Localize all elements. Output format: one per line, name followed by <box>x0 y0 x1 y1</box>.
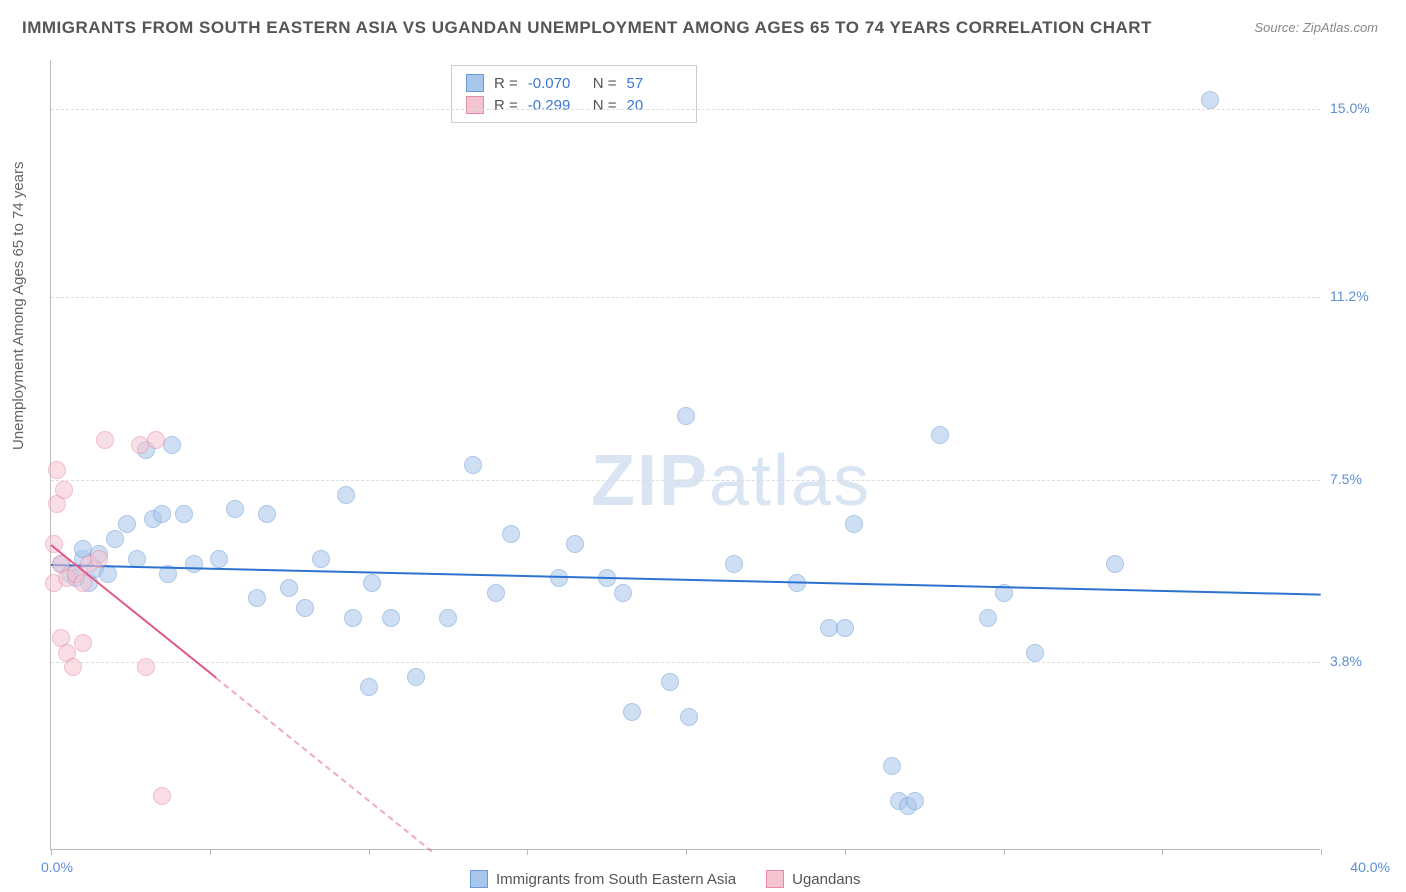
data-point <box>502 525 520 543</box>
data-point <box>153 505 171 523</box>
series-swatch-icon <box>466 74 484 92</box>
data-point <box>45 535 63 553</box>
x-tick-mark <box>1162 849 1163 855</box>
data-point <box>185 555 203 573</box>
data-point <box>90 550 108 568</box>
data-point <box>407 668 425 686</box>
legend-label: Immigrants from South Eastern Asia <box>496 871 736 888</box>
x-tick-mark <box>51 849 52 855</box>
plot-area: R = -0.070 N = 57 R = -0.299 N = 20 ZIPa… <box>50 60 1320 850</box>
x-tick-mark <box>369 849 370 855</box>
y-tick-label: 3.8% <box>1330 653 1390 669</box>
data-point <box>464 456 482 474</box>
chart-title: IMMIGRANTS FROM SOUTH EASTERN ASIA VS UG… <box>22 18 1152 38</box>
data-point <box>1201 91 1219 109</box>
x-axis-min-label: 0.0% <box>41 859 73 875</box>
y-tick-label: 7.5% <box>1330 471 1390 487</box>
data-point <box>979 609 997 627</box>
data-point <box>906 792 924 810</box>
data-point <box>360 678 378 696</box>
data-point <box>1106 555 1124 573</box>
x-tick-mark <box>527 849 528 855</box>
x-tick-mark <box>1004 849 1005 855</box>
data-point <box>106 530 124 548</box>
x-tick-mark <box>845 849 846 855</box>
data-point <box>845 515 863 533</box>
n-label: N = <box>593 97 617 114</box>
data-point <box>258 505 276 523</box>
data-point <box>280 579 298 597</box>
data-point <box>883 757 901 775</box>
data-point <box>363 574 381 592</box>
data-point <box>931 426 949 444</box>
data-point <box>680 708 698 726</box>
data-point <box>163 436 181 454</box>
watermark: ZIPatlas <box>591 440 871 522</box>
data-point <box>614 584 632 602</box>
data-point <box>312 550 330 568</box>
data-point <box>175 505 193 523</box>
gridline <box>51 662 1320 663</box>
y-tick-label: 15.0% <box>1330 100 1390 116</box>
y-tick-label: 11.2% <box>1330 288 1390 304</box>
data-point <box>74 634 92 652</box>
n-label: N = <box>593 75 617 92</box>
stats-legend-box: R = -0.070 N = 57 R = -0.299 N = 20 <box>451 65 697 123</box>
x-axis-max-label: 40.0% <box>1350 859 1390 875</box>
data-point <box>566 535 584 553</box>
data-point <box>661 673 679 691</box>
x-tick-mark <box>210 849 211 855</box>
n-value: 20 <box>627 97 682 114</box>
r-label: R = <box>494 97 518 114</box>
gridline <box>51 109 1320 110</box>
data-point <box>487 584 505 602</box>
data-point <box>96 431 114 449</box>
data-point <box>248 589 266 607</box>
x-tick-mark <box>1321 849 1322 855</box>
n-value: 57 <box>627 75 682 92</box>
series-swatch-icon <box>470 870 488 888</box>
data-point <box>1026 644 1044 662</box>
r-label: R = <box>494 75 518 92</box>
data-point <box>550 569 568 587</box>
r-value: -0.070 <box>528 75 583 92</box>
data-point <box>226 500 244 518</box>
legend-label: Ugandans <box>792 871 860 888</box>
data-point <box>836 619 854 637</box>
r-value: -0.299 <box>528 97 583 114</box>
data-point <box>677 407 695 425</box>
data-point <box>382 609 400 627</box>
y-axis-label: Unemployment Among Ages 65 to 74 years <box>10 161 27 450</box>
data-point <box>623 703 641 721</box>
series-swatch-icon <box>466 96 484 114</box>
bottom-legend: Immigrants from South Eastern Asia Ugand… <box>470 870 861 888</box>
data-point <box>153 787 171 805</box>
data-point <box>725 555 743 573</box>
data-point <box>210 550 228 568</box>
data-point <box>344 609 362 627</box>
legend-item: Ugandans <box>766 870 860 888</box>
stats-row: R = -0.299 N = 20 <box>466 94 682 116</box>
legend-item: Immigrants from South Eastern Asia <box>470 870 736 888</box>
gridline <box>51 480 1320 481</box>
data-point <box>137 658 155 676</box>
trend-line <box>51 564 1321 596</box>
data-point <box>296 599 314 617</box>
data-point <box>439 609 457 627</box>
data-point <box>64 658 82 676</box>
gridline <box>51 297 1320 298</box>
trend-line <box>215 677 432 852</box>
data-point <box>48 461 66 479</box>
data-point <box>337 486 355 504</box>
x-tick-mark <box>686 849 687 855</box>
stats-row: R = -0.070 N = 57 <box>466 72 682 94</box>
data-point <box>118 515 136 533</box>
series-swatch-icon <box>766 870 784 888</box>
data-point <box>147 431 165 449</box>
source-credit: Source: ZipAtlas.com <box>1254 20 1378 35</box>
data-point <box>55 481 73 499</box>
